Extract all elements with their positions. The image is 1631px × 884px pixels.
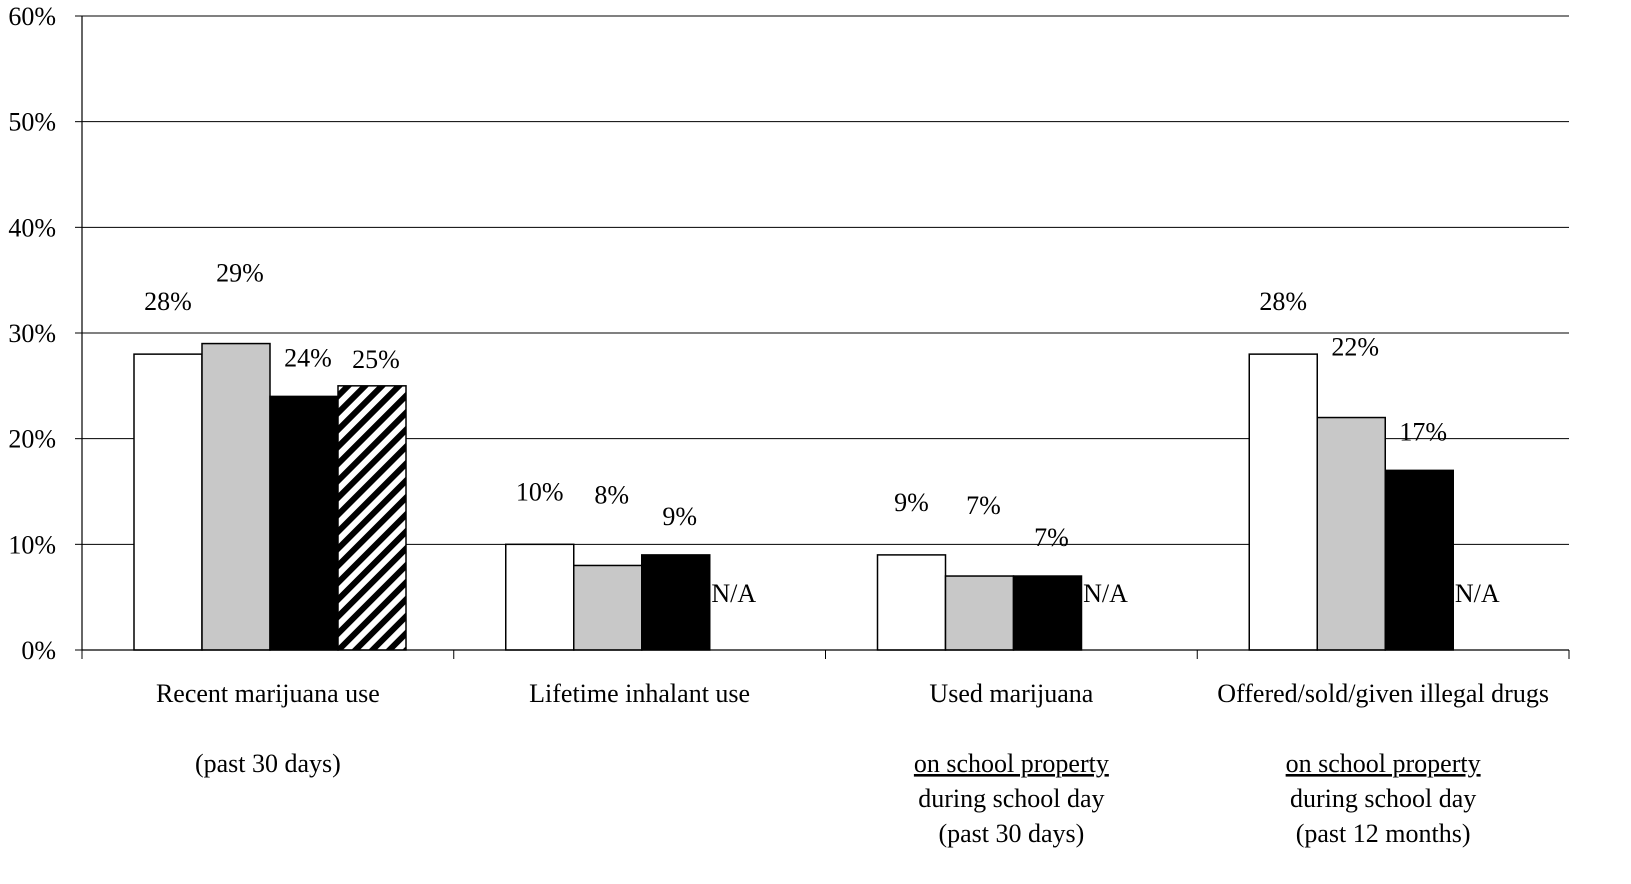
category-label: (past 30 days): [938, 819, 1084, 848]
y-tick-label: 10%: [8, 530, 56, 559]
category-label: on school property: [914, 749, 1109, 778]
bar: [641, 554, 711, 651]
category-label: Offered/sold/given illegal drugs: [1217, 679, 1549, 708]
bar: [337, 385, 407, 651]
bar: [1384, 469, 1454, 651]
category-label: on school property: [1286, 749, 1481, 778]
bar: [269, 395, 339, 651]
y-tick-label: 30%: [8, 319, 56, 348]
data-label: 7%: [966, 491, 1001, 520]
y-tick-label: 60%: [8, 2, 56, 31]
category-label: (past 12 months): [1296, 819, 1471, 848]
data-label: 9%: [662, 502, 697, 531]
bar: [1248, 353, 1318, 651]
na-label: N/A: [1455, 579, 1500, 608]
data-label: 25%: [352, 345, 400, 374]
bar: [201, 342, 271, 651]
data-label: 10%: [516, 477, 564, 506]
y-tick-label: 20%: [8, 425, 56, 454]
bar: [944, 575, 1015, 651]
data-label: 8%: [594, 480, 629, 509]
x-axis-categories: Recent marijuana use (past 30 days) Lifeti…: [156, 679, 1549, 848]
bar: [133, 353, 203, 651]
bars: [133, 342, 1454, 651]
data-label: 17%: [1399, 417, 1447, 446]
bar: [876, 554, 947, 651]
axes: [75, 15, 1570, 659]
y-tick-label: 0%: [21, 636, 56, 665]
bar: [1316, 416, 1386, 651]
category-label: Lifetime inhalant use: [529, 679, 750, 708]
bar: [573, 564, 643, 651]
data-label: 22%: [1331, 333, 1379, 362]
y-tick-label: 50%: [8, 108, 56, 137]
data-label: 28%: [144, 287, 192, 316]
data-label: 9%: [894, 488, 929, 517]
bar: [505, 543, 575, 651]
na-label: N/A: [1083, 579, 1128, 608]
category-label: (past 30 days): [195, 749, 341, 778]
category-label: Recent marijuana use: [156, 679, 380, 708]
na-label: N/A: [711, 579, 756, 608]
data-label: 29%: [216, 259, 264, 288]
category-label: during school day: [1290, 784, 1476, 813]
data-labels: 28% 10% 9% 28% 29% 8% 7% 22% 24% 9% 7% 17% 25% N/A N/A…: [144, 259, 1500, 608]
data-label: 7%: [1034, 523, 1069, 552]
category-label: during school day: [918, 784, 1104, 813]
data-label: 28%: [1259, 287, 1307, 316]
bar: [1012, 575, 1083, 651]
y-axis-ticks: 0% 10% 20% 30% 40% 50% 60%: [8, 2, 56, 665]
data-label: 24%: [284, 343, 332, 372]
category-label: Used marijuana: [929, 679, 1093, 708]
y-tick-label: 40%: [8, 213, 56, 242]
